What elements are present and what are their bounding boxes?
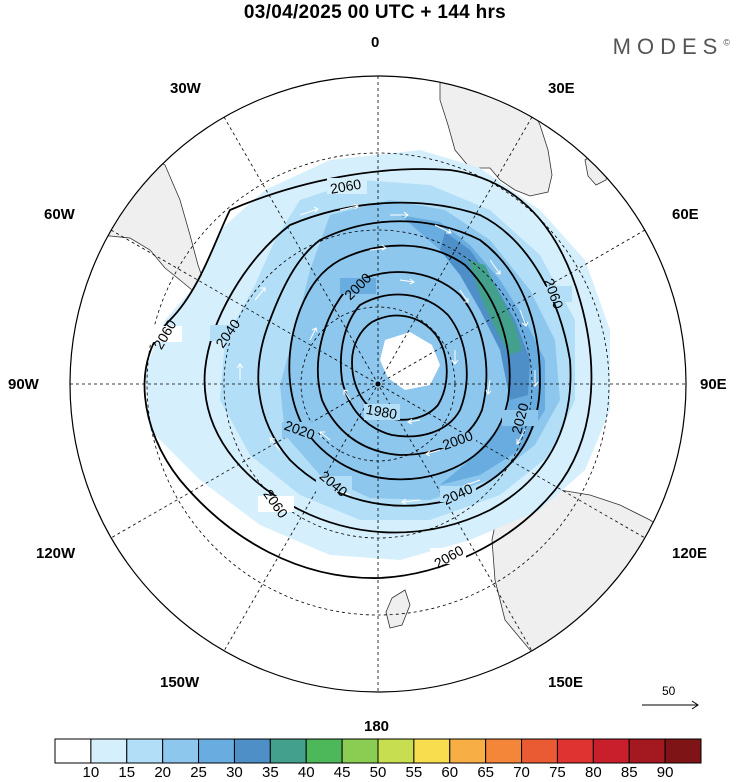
colorbar-swatch: [485, 738, 523, 764]
shade-35: [440, 232, 530, 400]
vector-arrow: [401, 498, 421, 505]
contour-label: 1980: [365, 401, 399, 422]
contour-1990: [339, 293, 468, 438]
colorbar-tick-label: 85: [620, 764, 638, 781]
vector-arrow: [343, 389, 351, 401]
colorbar-swatch: [556, 738, 594, 764]
reference-arrow-icon: [642, 700, 699, 710]
lon-label-60w: 60W: [44, 206, 75, 223]
vector-arrow: [269, 437, 281, 451]
colorbar-tick-label: 30: [226, 764, 243, 781]
colorbar-tick-label: 15: [118, 764, 136, 781]
colorbar-swatch: [126, 738, 164, 764]
colorbar-tick-label: 45: [333, 764, 351, 781]
lon-label-150e: 150E: [548, 674, 584, 691]
contour-1980: [351, 314, 448, 421]
colorbar: [54, 738, 702, 764]
map-boundary: [69, 75, 687, 693]
lon-label-90e: 90E: [700, 376, 727, 393]
colorbar-tick-label: 75: [549, 764, 566, 781]
colorbar-swatch: [54, 738, 92, 764]
reference-vector: 50: [642, 684, 702, 714]
colorbar-tick-label: 35: [261, 764, 279, 781]
vector-arrow: [459, 289, 469, 303]
colorbar-swatch: [90, 738, 128, 764]
vector-arrow: [451, 350, 459, 365]
colorbar-swatch: [305, 738, 343, 764]
colorbar-swatch: [628, 738, 666, 764]
colorbar-swatch: [449, 738, 487, 764]
brand-logo: MODES©: [613, 34, 730, 60]
vector-arrow: [369, 244, 387, 251]
vector-arrow: [531, 370, 539, 387]
contour-2060: [143, 168, 593, 579]
colorbar-tick-label: 40: [297, 764, 315, 781]
colorbar-swatch: [413, 738, 451, 764]
colorbar-swatch: [664, 738, 702, 764]
lon-label-150w: 150W: [160, 674, 200, 691]
vector-arrow: [399, 278, 415, 285]
vector-arrow: [489, 259, 501, 275]
vector-arrow: [425, 449, 441, 457]
colorbar-tick-label: 55: [405, 764, 423, 781]
colorbar-swatch: [521, 738, 558, 764]
reference-vector-label: 50: [662, 684, 676, 698]
vector-arrow: [519, 309, 529, 327]
lon-label-90w: 90W: [8, 376, 39, 393]
colorbar-tick-label: 50: [369, 764, 387, 781]
vector-arrow: [339, 203, 359, 211]
colorbar-swatch: [341, 738, 379, 764]
vector-arrow: [299, 206, 319, 216]
brand-text: MODES: [612, 34, 724, 59]
colorbar-tick-label: 80: [584, 764, 602, 781]
antarctic-high-center: [380, 332, 440, 390]
vector-arrow: [390, 211, 409, 219]
vector-arrow: [319, 431, 331, 441]
colorbar-tick-label: 65: [477, 764, 494, 781]
colorbar-tick-label: 60: [441, 764, 459, 781]
contour-label: 2060: [329, 176, 363, 197]
colorbar-tick-label: 10: [82, 764, 100, 781]
colorbar-swatch: [198, 738, 235, 764]
land-new-zealand: [385, 589, 411, 629]
colorbar-swatch: [592, 738, 630, 764]
latitude-circle: [146, 152, 610, 616]
colorbar-swatch: [269, 738, 307, 764]
colorbar-tick-label: 90: [656, 764, 674, 781]
lon-label-60e: 60E: [672, 206, 699, 223]
lon-label-180: 180: [364, 718, 390, 735]
colorbar-swatch: [233, 738, 271, 764]
vector-arrow: [254, 287, 266, 301]
vector-arrow: [516, 429, 526, 445]
lon-label-30w: 30W: [170, 80, 201, 97]
lon-label-30e: 30E: [548, 80, 575, 97]
vector-arrow: [309, 327, 318, 341]
brand-copyright: ©: [723, 37, 730, 48]
vector-arrow: [236, 363, 244, 380]
vector-arrow: [485, 379, 492, 395]
vector-arrow: [434, 224, 452, 234]
colorbar-tick-label: 70: [513, 764, 530, 781]
colorbar-swatch: [377, 738, 415, 764]
contour-label: 2020: [508, 401, 532, 435]
map-title: 03/04/2025 00 UTC + 144 hrs: [243, 2, 507, 23]
lon-label-0: 0: [371, 34, 380, 51]
lon-label-120e: 120E: [672, 545, 708, 562]
lon-label-120w: 120W: [36, 545, 76, 562]
colorbar-tick-label: 25: [190, 764, 207, 781]
colorbar-tick-label: 20: [154, 764, 171, 781]
colorbar-swatch: [162, 738, 200, 764]
contour-2040: [203, 201, 572, 534]
vector-arrow: [407, 418, 421, 425]
south-pole-marker: [375, 381, 381, 387]
contour-2020-inner: [288, 244, 511, 481]
